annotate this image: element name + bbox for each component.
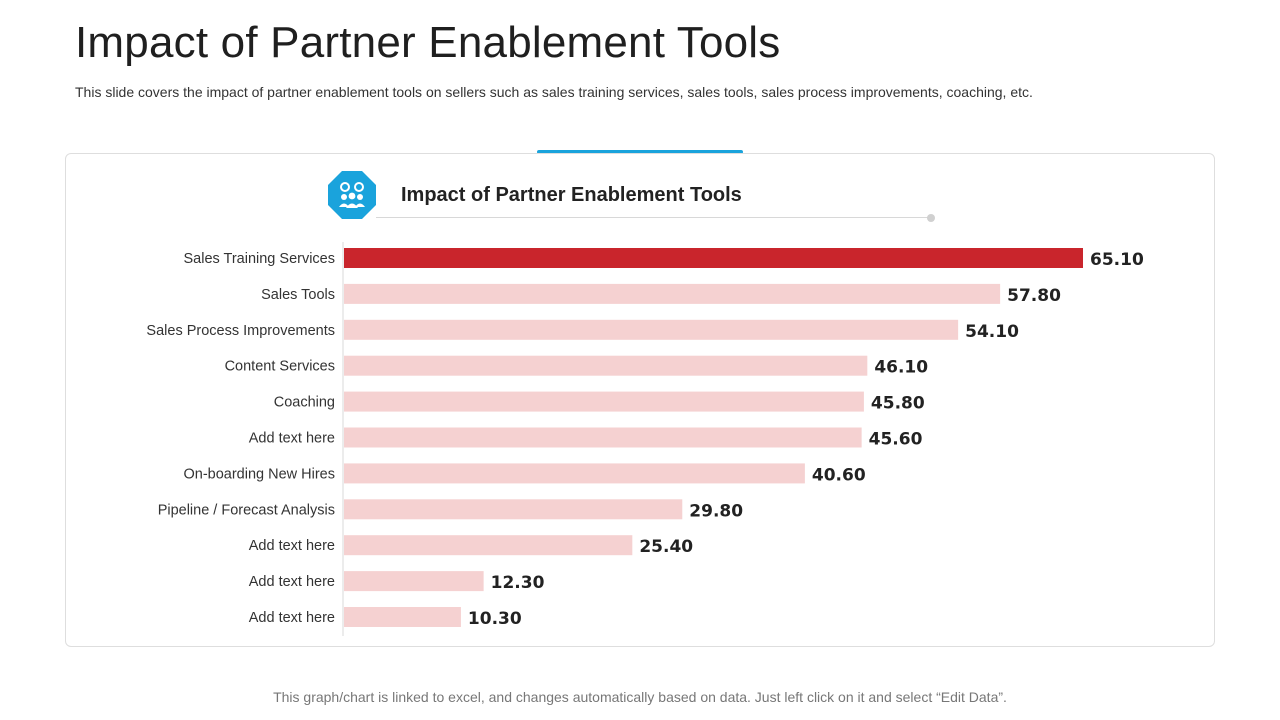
bar-value-label: 46.10 [874, 358, 928, 378]
bar-value-label: 57.80 [1007, 286, 1061, 306]
bar[interactable] [344, 391, 864, 412]
category-label: Sales Process Improvements [146, 323, 335, 339]
team-gears-icon [328, 171, 376, 219]
category-label: Sales Tools [261, 287, 335, 303]
chart-title-rule-dot [927, 214, 935, 222]
bar[interactable] [344, 535, 633, 556]
bar[interactable] [344, 571, 484, 592]
category-label: On-boarding New Hires [183, 466, 335, 482]
chart-title: Impact of Partner Enablement Tools [401, 184, 742, 206]
bar-value-label: 54.10 [965, 322, 1019, 342]
bar-value-label: 10.30 [468, 609, 522, 629]
bar-value-label: 45.60 [869, 430, 923, 450]
chart-title-rule [376, 217, 932, 218]
bar[interactable] [344, 319, 959, 340]
accent-bar [537, 150, 743, 154]
category-label: Pipeline / Forecast Analysis [158, 502, 335, 518]
category-label: Add text here [249, 574, 335, 590]
bar-value-label: 29.80 [689, 501, 743, 521]
category-label: Add text here [249, 538, 335, 554]
bar[interactable] [344, 248, 1083, 268]
footer-note: This graph/chart is linked to excel, and… [273, 689, 1007, 705]
bar[interactable] [344, 427, 862, 448]
category-label: Content Services [225, 359, 335, 375]
slide-subtitle: This slide covers the impact of partner … [75, 84, 1033, 100]
bar-value-label: 12.30 [491, 573, 545, 593]
bar-value-label: 40.60 [812, 465, 866, 485]
category-label: Coaching [274, 395, 335, 411]
bar[interactable] [344, 283, 1001, 304]
category-label: Sales Training Services [183, 251, 335, 267]
category-label: Add text here [249, 431, 335, 447]
slide-title: Impact of Partner Enablement Tools [75, 18, 781, 67]
category-label: Add text here [249, 610, 335, 626]
bar[interactable] [344, 463, 805, 484]
bar-value-label: 45.80 [871, 394, 925, 414]
bar-value-label: 25.40 [639, 537, 693, 557]
bar[interactable] [344, 499, 683, 520]
bar[interactable] [344, 355, 868, 376]
bar-value-label: 65.10 [1090, 250, 1144, 270]
bar[interactable] [344, 607, 461, 627]
